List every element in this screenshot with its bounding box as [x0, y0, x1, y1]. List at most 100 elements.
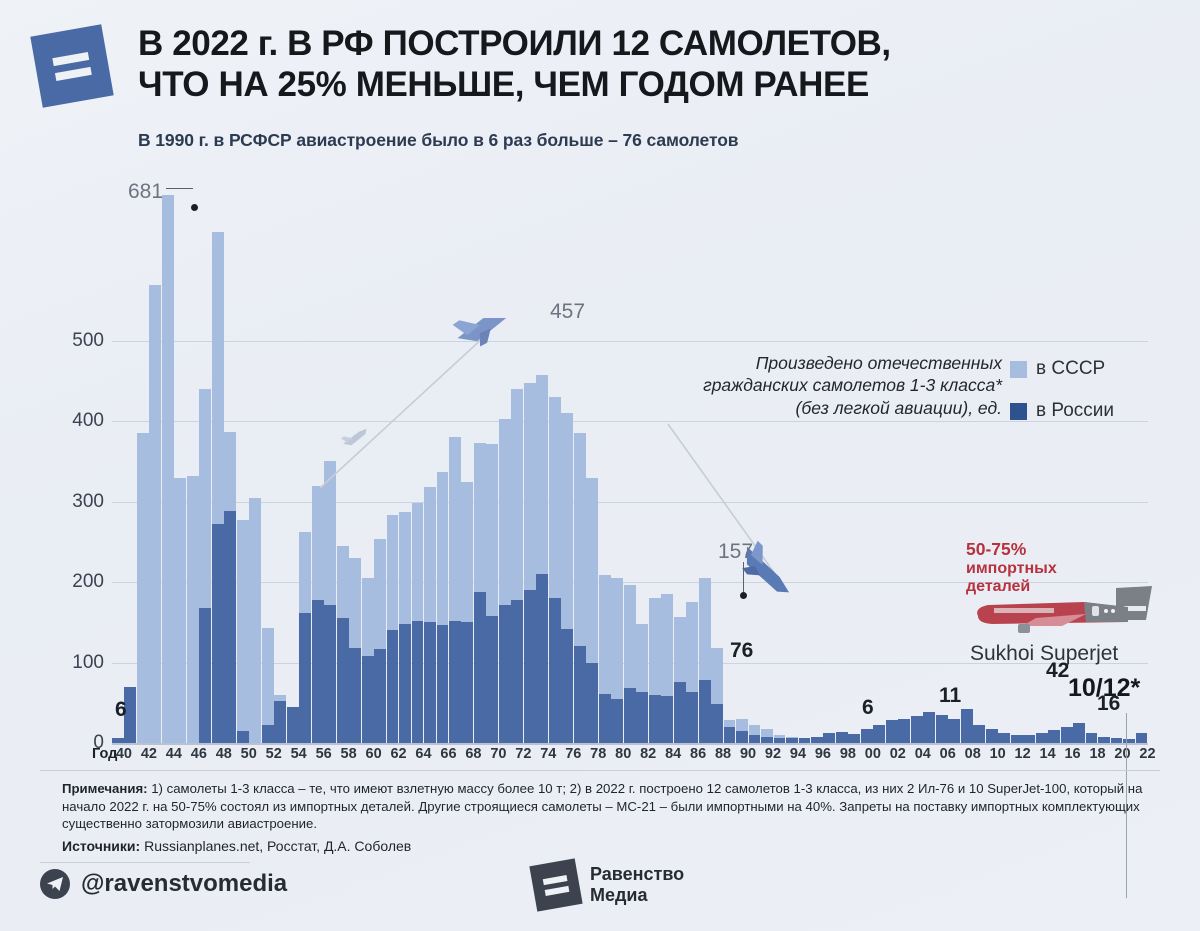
bar-62[interactable] — [386, 188, 399, 743]
bar-90[interactable] — [736, 188, 748, 743]
bar-52[interactable] — [261, 188, 274, 743]
bar-43[interactable] — [149, 188, 162, 743]
bar-71[interactable] — [498, 188, 511, 743]
bar-segment-ussr — [561, 413, 574, 743]
bar-66[interactable] — [436, 188, 449, 743]
bar-95[interactable] — [798, 188, 811, 743]
bar-85[interactable] — [673, 188, 686, 743]
bar-53[interactable] — [274, 188, 287, 743]
superjet-percent: 50-75% — [966, 539, 1027, 559]
bar-45[interactable] — [174, 188, 187, 743]
bar-75[interactable] — [548, 188, 561, 743]
bar-02[interactable] — [885, 188, 898, 743]
bar-92[interactable] — [761, 188, 773, 743]
bar-03[interactable] — [898, 188, 911, 743]
bar-51[interactable] — [249, 188, 262, 743]
bar-segment-russia — [311, 599, 324, 743]
bar-04[interactable] — [910, 188, 923, 743]
bar-segment-russia — [349, 648, 362, 743]
bar-00[interactable] — [860, 188, 873, 743]
bar-56[interactable] — [311, 188, 324, 743]
bar-48[interactable] — [211, 188, 224, 743]
bar-89[interactable] — [723, 188, 736, 743]
bar-65[interactable] — [424, 188, 436, 743]
bar-40[interactable] — [112, 188, 124, 743]
telegram-link[interactable]: @ravenstvomedia — [40, 869, 287, 899]
brand-line-2: Медиа — [590, 885, 648, 905]
bar-73[interactable] — [523, 188, 536, 743]
bar-22[interactable] — [1135, 188, 1148, 743]
bar-97[interactable] — [823, 188, 836, 743]
bar-11[interactable] — [998, 188, 1011, 743]
bar-segment-russia — [798, 738, 811, 743]
bar-60[interactable] — [361, 188, 374, 743]
bar-61[interactable] — [374, 188, 386, 743]
bar-94[interactable] — [786, 188, 798, 743]
page-subtitle: В 1990 г. в РСФСР авиастроение было в 6 … — [138, 130, 739, 150]
bar-72[interactable] — [511, 188, 524, 743]
superjet-name: Sukhoi Superjet — [970, 642, 1119, 665]
bar-96[interactable] — [810, 188, 823, 743]
x-axis-title: Год — [92, 746, 118, 762]
bar-76[interactable] — [561, 188, 574, 743]
bar-07[interactable] — [948, 188, 961, 743]
bar-segment-ussr — [199, 389, 212, 743]
bar-49[interactable] — [224, 188, 237, 743]
bar-08[interactable] — [960, 188, 973, 743]
bar-01[interactable] — [873, 188, 886, 743]
bar-87[interactable] — [698, 188, 711, 743]
bar-67[interactable] — [449, 188, 461, 743]
bar-77[interactable] — [573, 188, 586, 743]
bar-59[interactable] — [349, 188, 362, 743]
bar-84[interactable] — [661, 188, 674, 743]
bar-54[interactable] — [286, 188, 299, 743]
bar-69[interactable] — [473, 188, 486, 743]
bar-19[interactable] — [1098, 188, 1110, 743]
bar-86[interactable] — [686, 188, 699, 743]
bar-70[interactable] — [486, 188, 499, 743]
bar-12[interactable] — [1010, 188, 1023, 743]
bar-15[interactable] — [1048, 188, 1061, 743]
legend-item-ussr[interactable]: в СССР — [1010, 358, 1114, 380]
bar-57[interactable] — [324, 188, 337, 743]
bar-16[interactable] — [1060, 188, 1073, 743]
bar-74[interactable] — [536, 188, 549, 743]
bar-82[interactable] — [636, 188, 649, 743]
bar-17[interactable] — [1073, 188, 1085, 743]
bar-05[interactable] — [923, 188, 936, 743]
bar-83[interactable] — [648, 188, 661, 743]
bar-10[interactable] — [985, 188, 998, 743]
bar-18[interactable] — [1085, 188, 1098, 743]
bar-81[interactable] — [623, 188, 636, 743]
bar-55[interactable] — [299, 188, 312, 743]
bar-78[interactable] — [586, 188, 599, 743]
bar-14[interactable] — [1035, 188, 1048, 743]
bar-13[interactable] — [1023, 188, 1036, 743]
bar-47[interactable] — [199, 188, 212, 743]
bar-68[interactable] — [461, 188, 474, 743]
bar-21[interactable] — [1123, 188, 1135, 743]
bar-segment-ussr — [461, 481, 474, 743]
bar-91[interactable] — [748, 188, 761, 743]
y-axis-tick-500: 500 — [72, 329, 104, 351]
bar-20[interactable] — [1110, 188, 1123, 743]
x-label-54: 54 — [290, 746, 307, 762]
bar-50[interactable] — [236, 188, 249, 743]
bar-99[interactable] — [848, 188, 861, 743]
bar-63[interactable] — [399, 188, 411, 743]
bar-09[interactable] — [973, 188, 986, 743]
bar-06[interactable] — [935, 188, 948, 743]
bar-80[interactable] — [611, 188, 624, 743]
bar-98[interactable] — [835, 188, 848, 743]
bar-88[interactable] — [711, 188, 723, 743]
legend-item-russia[interactable]: в России — [1010, 400, 1114, 422]
bar-41[interactable] — [124, 188, 137, 743]
bar-93[interactable] — [773, 188, 786, 743]
bar-44[interactable] — [161, 188, 174, 743]
bar-42[interactable] — [136, 188, 149, 743]
bar-58[interactable] — [336, 188, 349, 743]
bar-46[interactable] — [186, 188, 199, 743]
x-label-80: 80 — [615, 746, 632, 762]
bar-79[interactable] — [598, 188, 611, 743]
bar-64[interactable] — [411, 188, 424, 743]
